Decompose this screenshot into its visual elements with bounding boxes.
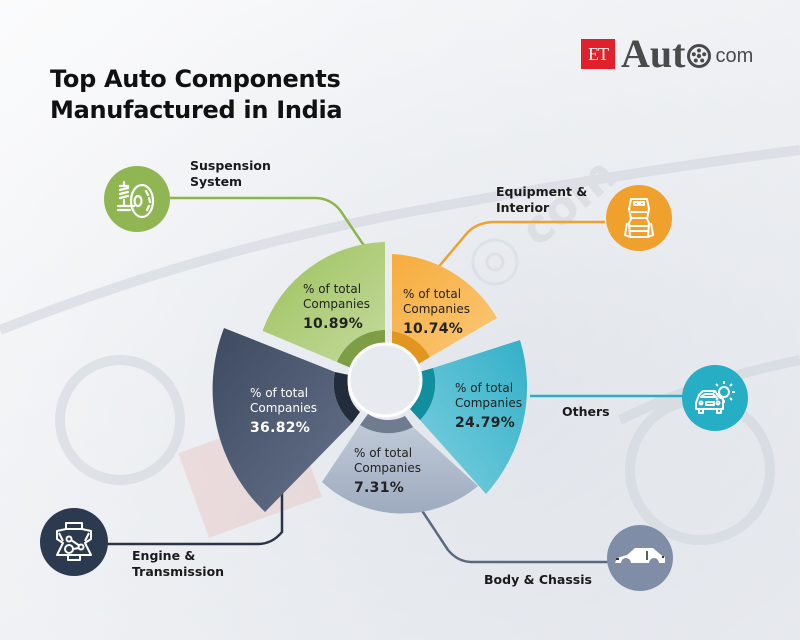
page-title: Top Auto Components Manufactured in Indi…: [50, 64, 343, 126]
body-badge: [607, 525, 673, 591]
donut-center: [347, 342, 423, 418]
segment-label-suspension: % of total Companies 10.89%: [303, 282, 370, 332]
suspension-value: 10.89%: [303, 316, 364, 332]
segment-label-body: % of total Companies 7.31%: [354, 446, 421, 496]
suspension-connector: [170, 196, 377, 263]
engine-connector: [100, 490, 284, 546]
label-body: Body & Chassis: [484, 572, 592, 587]
label-suspension: Suspension System: [190, 158, 271, 189]
others-badge: [682, 365, 748, 431]
equipment-value: 10.74%: [403, 321, 464, 337]
others-value: 24.79%: [455, 415, 516, 431]
car-seat-icon: [624, 198, 654, 238]
segment-equipment[interactable]: [392, 254, 497, 357]
suspension-badge: [104, 166, 170, 232]
body-value: 7.31%: [354, 480, 405, 496]
label-others: Others: [562, 404, 610, 419]
segment-label-equipment: % of total Companies 10.74%: [403, 287, 470, 337]
logo-auto-text: Aut: [621, 31, 686, 76]
engine-icon: [56, 522, 92, 561]
segment-label-engine: % of total Companies 36.82%: [250, 386, 317, 436]
label-equipment: Equipment & Interior: [496, 184, 588, 215]
etauto-logo: ET Aut com: [581, 31, 754, 76]
equipment-connector: [435, 220, 605, 271]
segment-label-others: % of total Companies 24.79%: [455, 381, 522, 431]
suspension-wheel-icon: [116, 180, 155, 219]
segment-engine-inner: [333, 372, 360, 423]
body-connector: [413, 499, 612, 564]
segment-suspension-inner: [337, 330, 385, 368]
title-line-2: Manufactured in India: [50, 96, 343, 124]
car-body-icon: [615, 548, 665, 563]
logo-com-text: com: [715, 45, 754, 67]
equipment-badge: [606, 185, 672, 251]
label-engine: Engine & Transmission: [132, 548, 225, 579]
segment-others-inner: [410, 368, 436, 420]
engine-badge: [40, 508, 108, 576]
logo-et-mark: ET: [581, 39, 615, 69]
segment-suspension[interactable]: [262, 242, 385, 362]
title-line-1: Top Auto Components: [50, 65, 341, 93]
car-gear-icon: [695, 381, 735, 414]
wheel-icon: [687, 44, 712, 68]
segment-others[interactable]: [420, 340, 528, 494]
segment-equipment-inner: [392, 331, 430, 365]
segment-body-inner: [360, 414, 413, 434]
engine-value: 36.82%: [250, 420, 311, 436]
segment-body[interactable]: [322, 425, 478, 514]
segment-engine[interactable]: [212, 328, 352, 512]
